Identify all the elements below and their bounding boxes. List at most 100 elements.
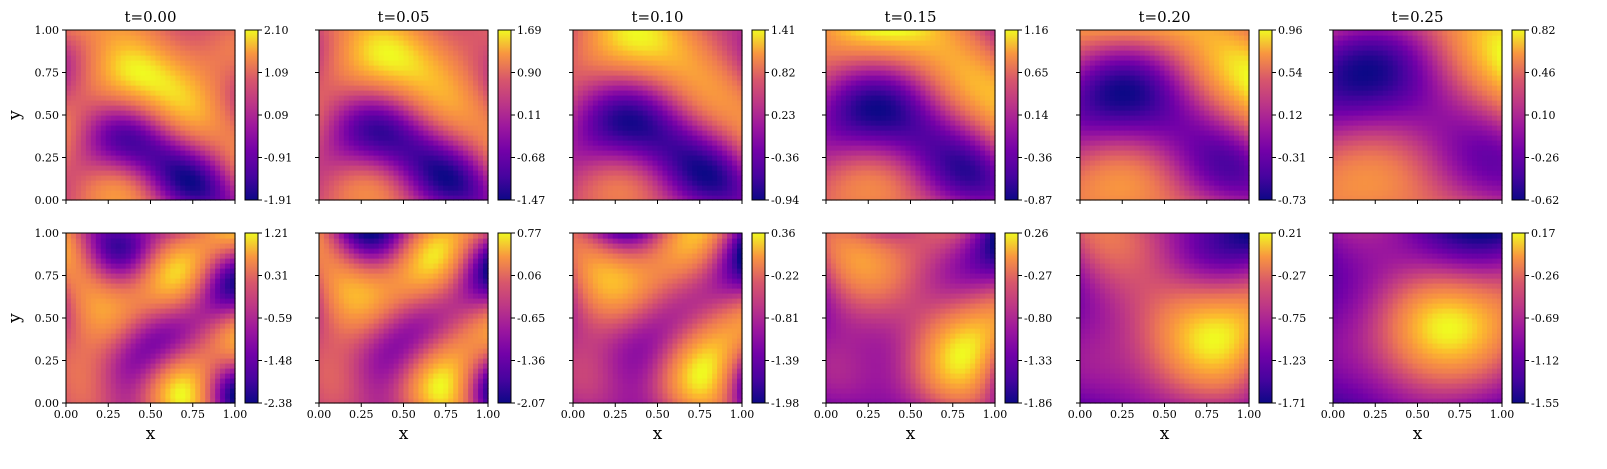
heatmap-cell (910, 150, 917, 156)
heatmap-cell (915, 170, 922, 176)
heatmap-cell (925, 170, 931, 176)
colorbar-tick-label: -1.47 (517, 194, 545, 207)
heatmap-cell (602, 45, 609, 51)
heatmap-cell (328, 55, 335, 61)
heatmap-cell (985, 110, 991, 116)
heatmap-cell (358, 30, 365, 36)
heatmap-cell (130, 160, 137, 166)
heatmap-cell (140, 80, 147, 86)
heatmap-cell (717, 85, 723, 91)
heatmap-cell (230, 115, 236, 121)
heatmap-cell (573, 35, 579, 41)
heatmap-cell (319, 180, 325, 186)
heatmap-cell (140, 40, 147, 46)
heatmap-cell (632, 105, 639, 111)
heatmap-cell (90, 50, 97, 56)
heatmap-cell (965, 90, 971, 96)
heatmap-cell (647, 125, 654, 131)
heatmap-cell (915, 160, 922, 166)
heatmap-cell (652, 45, 659, 51)
heatmap-cell (170, 50, 176, 56)
heatmap-cell (90, 135, 97, 141)
heatmap-cell (418, 55, 424, 61)
heatmap-cell (66, 30, 72, 36)
heatmap-cell (727, 40, 733, 46)
heatmap-cell (358, 35, 365, 41)
heatmap-cell (1134, 190, 1141, 196)
colorbar-tick-label: 0.09 (264, 109, 289, 122)
heatmap-cell (160, 95, 167, 101)
heatmap-cell (900, 160, 907, 166)
heatmap-cell (895, 125, 902, 131)
heatmap-cell (697, 170, 703, 176)
heatmap-cell (577, 110, 584, 116)
heatmap-cell (727, 130, 733, 136)
heatmap-cell (353, 35, 360, 41)
heatmap-cell (1179, 160, 1185, 166)
heatmap-cell (473, 75, 479, 81)
heatmap-cell (80, 110, 87, 116)
heatmap-cell (473, 80, 479, 86)
heatmap-cell (1174, 175, 1181, 181)
heatmap-cell (980, 80, 986, 86)
heatmap-cell (672, 185, 678, 191)
heatmap-cell (840, 185, 847, 191)
heatmap-cell (935, 80, 941, 86)
heatmap-cell (448, 65, 454, 71)
heatmap-cell (75, 35, 82, 41)
heatmap-cell (980, 85, 986, 91)
heatmap-cell (115, 115, 122, 121)
heatmap-cell (160, 80, 167, 86)
heatmap-cell (70, 115, 77, 121)
heatmap-cell (622, 145, 629, 151)
heatmap-cell (110, 105, 117, 111)
heatmap-cell (145, 80, 152, 86)
heatmap-cell (140, 35, 147, 41)
heatmap-cell (930, 90, 936, 96)
heatmap-cell (900, 40, 907, 46)
heatmap-cell (220, 75, 226, 81)
heatmap-cell (855, 115, 862, 121)
heatmap-cell (95, 180, 102, 186)
heatmap-cell (930, 45, 936, 51)
heatmap-cell (438, 65, 444, 71)
heatmap-cell (468, 120, 474, 126)
heatmap-cell (622, 165, 629, 171)
heatmap-cell (955, 185, 961, 191)
heatmap-cell (662, 75, 669, 81)
heatmap-cell (105, 180, 112, 186)
heatmap-cell (478, 155, 484, 161)
heatmap-cell (423, 80, 429, 86)
heatmap-cell (478, 65, 484, 71)
heatmap-cell (895, 140, 902, 146)
heatmap-cell (900, 90, 907, 96)
heatmap-cell (970, 105, 976, 111)
heatmap-cell (115, 130, 122, 136)
heatmap-cell (632, 75, 639, 81)
heatmap-cell (180, 35, 186, 41)
heatmap-cell (637, 85, 644, 91)
heatmap-cell (120, 90, 127, 96)
heatmap-cell (323, 90, 330, 96)
heatmap-cell (1094, 175, 1101, 181)
heatmap-cell (230, 30, 236, 36)
heatmap-cell (845, 35, 852, 41)
heatmap-cell (413, 125, 420, 131)
colorbar-tick-label: -0.94 (771, 194, 799, 207)
heatmap-cell (373, 110, 380, 116)
heatmap-cell (323, 135, 330, 141)
heatmap-cell (105, 165, 112, 171)
heatmap-cell (860, 125, 867, 131)
heatmap-cell (587, 100, 594, 106)
heatmap-cell (383, 190, 390, 196)
heatmap-cell (358, 180, 365, 186)
heatmap-cell (110, 165, 117, 171)
heatmap-cell (607, 120, 614, 126)
heatmap-cell (383, 160, 390, 166)
heatmap-cell (975, 170, 981, 176)
heatmap-cell (408, 125, 415, 131)
heatmap-cell (830, 160, 837, 166)
heatmap-cell (945, 65, 951, 71)
heatmap-cell (225, 110, 231, 116)
heatmap-cell (573, 140, 579, 146)
